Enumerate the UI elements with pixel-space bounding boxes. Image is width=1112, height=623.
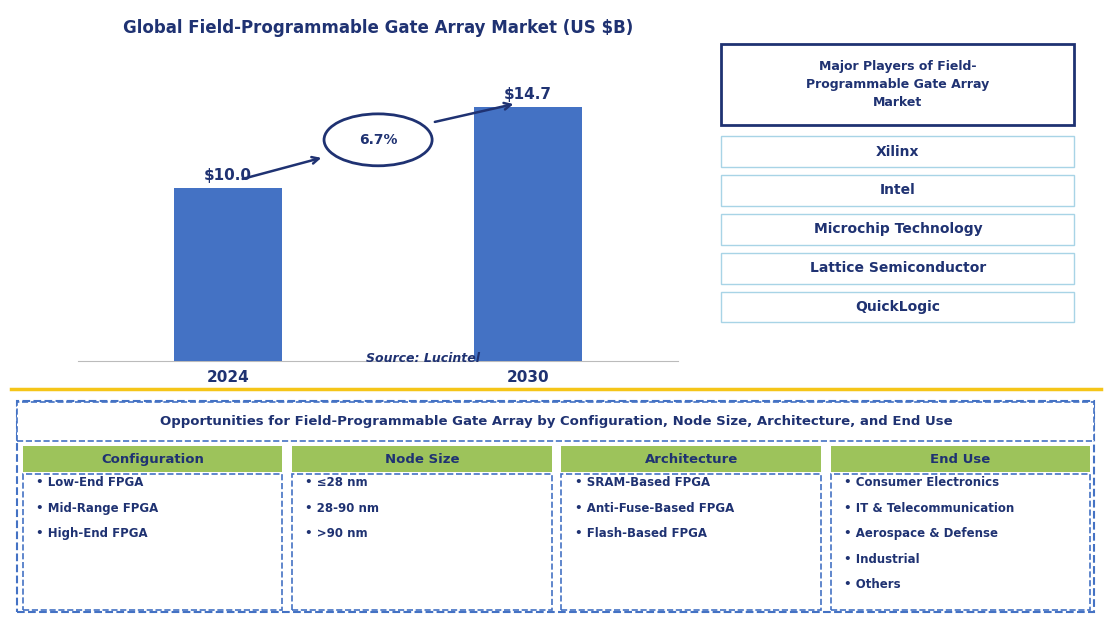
FancyBboxPatch shape <box>23 447 282 472</box>
Text: End Use: End Use <box>930 453 991 465</box>
FancyBboxPatch shape <box>831 447 1090 472</box>
Text: Architecture: Architecture <box>645 453 737 465</box>
Text: • Low-End FPGA: • Low-End FPGA <box>37 477 143 490</box>
FancyBboxPatch shape <box>23 474 282 610</box>
Text: • Anti-Fuse-Based FPGA: • Anti-Fuse-Based FPGA <box>575 502 734 515</box>
Text: • Industrial: • Industrial <box>844 553 920 566</box>
Text: • Consumer Electronics: • Consumer Electronics <box>844 477 999 490</box>
FancyBboxPatch shape <box>17 401 1094 612</box>
Bar <box>474 107 583 361</box>
Ellipse shape <box>324 114 433 166</box>
Text: Node Size: Node Size <box>385 453 459 465</box>
FancyBboxPatch shape <box>17 402 1094 441</box>
Text: Lattice Semiconductor: Lattice Semiconductor <box>810 261 986 275</box>
Text: • SRAM-Based FPGA: • SRAM-Based FPGA <box>575 477 709 490</box>
Text: • Others: • Others <box>844 578 901 591</box>
Text: • Mid-Range FPGA: • Mid-Range FPGA <box>37 502 158 515</box>
Bar <box>173 188 282 361</box>
Text: Major Players of Field-
Programmable Gate Array
Market: Major Players of Field- Programmable Gat… <box>806 60 990 109</box>
Text: • 28-90 nm: • 28-90 nm <box>306 502 379 515</box>
Text: • Aerospace & Defense: • Aerospace & Defense <box>844 527 997 540</box>
Text: Xilinx: Xilinx <box>876 145 920 159</box>
Text: QuickLogic: QuickLogic <box>855 300 941 314</box>
Text: Source: Lucintel: Source: Lucintel <box>366 352 479 365</box>
FancyBboxPatch shape <box>722 214 1074 245</box>
FancyBboxPatch shape <box>292 474 552 610</box>
Text: Intel: Intel <box>880 183 916 197</box>
Text: Microchip Technology: Microchip Technology <box>814 222 982 236</box>
Text: $14.7: $14.7 <box>504 87 553 102</box>
FancyBboxPatch shape <box>562 447 821 472</box>
FancyBboxPatch shape <box>292 447 552 472</box>
Text: $10.0: $10.0 <box>203 168 252 183</box>
Text: • High-End FPGA: • High-End FPGA <box>37 527 148 540</box>
FancyBboxPatch shape <box>722 136 1074 167</box>
FancyBboxPatch shape <box>831 474 1090 610</box>
Title: Global Field-Programmable Gate Array Market (US $B): Global Field-Programmable Gate Array Mar… <box>123 19 633 37</box>
Text: Opportunities for Field-Programmable Gate Array by Configuration, Node Size, Arc: Opportunities for Field-Programmable Gat… <box>160 415 952 428</box>
Text: Configuration: Configuration <box>101 453 205 465</box>
Text: 6.7%: 6.7% <box>359 133 397 147</box>
Text: • ≤28 nm: • ≤28 nm <box>306 477 368 490</box>
FancyBboxPatch shape <box>722 44 1074 125</box>
Text: • >90 nm: • >90 nm <box>306 527 368 540</box>
FancyBboxPatch shape <box>722 253 1074 283</box>
FancyBboxPatch shape <box>562 474 821 610</box>
FancyBboxPatch shape <box>722 175 1074 206</box>
FancyBboxPatch shape <box>722 292 1074 323</box>
Text: • Flash-Based FPGA: • Flash-Based FPGA <box>575 527 706 540</box>
Text: • IT & Telecommunication: • IT & Telecommunication <box>844 502 1014 515</box>
